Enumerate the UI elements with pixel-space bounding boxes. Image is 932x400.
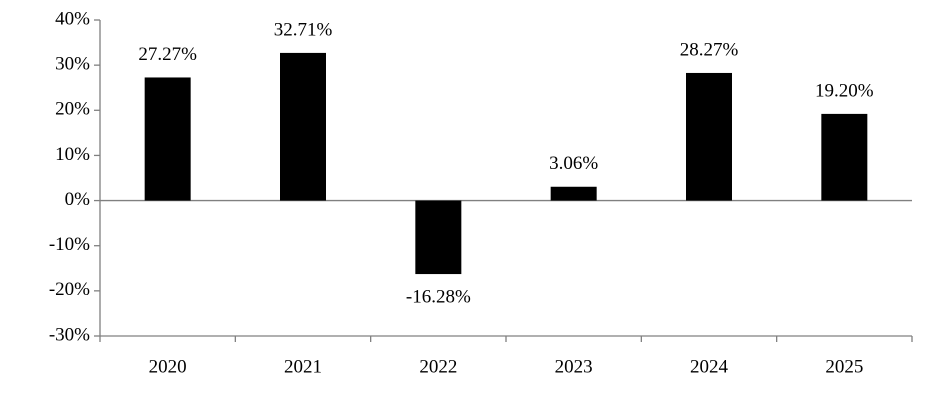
bar: [550, 186, 597, 201]
bar: [280, 52, 326, 201]
y-tick-label: 20%: [55, 99, 90, 120]
y-tick-label: 40%: [55, 8, 90, 29]
bar: [821, 113, 868, 201]
bar: [144, 77, 191, 201]
bar: [415, 200, 462, 275]
y-tick-label: 30%: [55, 54, 90, 75]
y-tick-label: -10%: [49, 234, 90, 255]
x-tick-label: 2022: [419, 356, 457, 377]
value-label: -16.28%: [406, 286, 471, 307]
value-label: 3.06%: [549, 153, 598, 174]
x-tick-label: 2023: [555, 356, 593, 377]
y-tick-label: -30%: [49, 324, 90, 345]
y-tick-label: -20%: [49, 279, 90, 300]
x-tick-label: 2020: [149, 356, 187, 377]
y-tick-label: 0%: [65, 189, 91, 210]
x-tick-label: 2025: [825, 356, 863, 377]
y-tick-label: 10%: [55, 144, 90, 165]
value-label: 19.20%: [815, 80, 874, 101]
x-tick-label: 2024: [690, 356, 729, 377]
x-tick-label: 2021: [284, 356, 322, 377]
value-label: 28.27%: [680, 39, 739, 60]
value-label: 32.71%: [274, 19, 333, 40]
bar: [686, 72, 732, 201]
value-label: 27.27%: [138, 44, 197, 65]
